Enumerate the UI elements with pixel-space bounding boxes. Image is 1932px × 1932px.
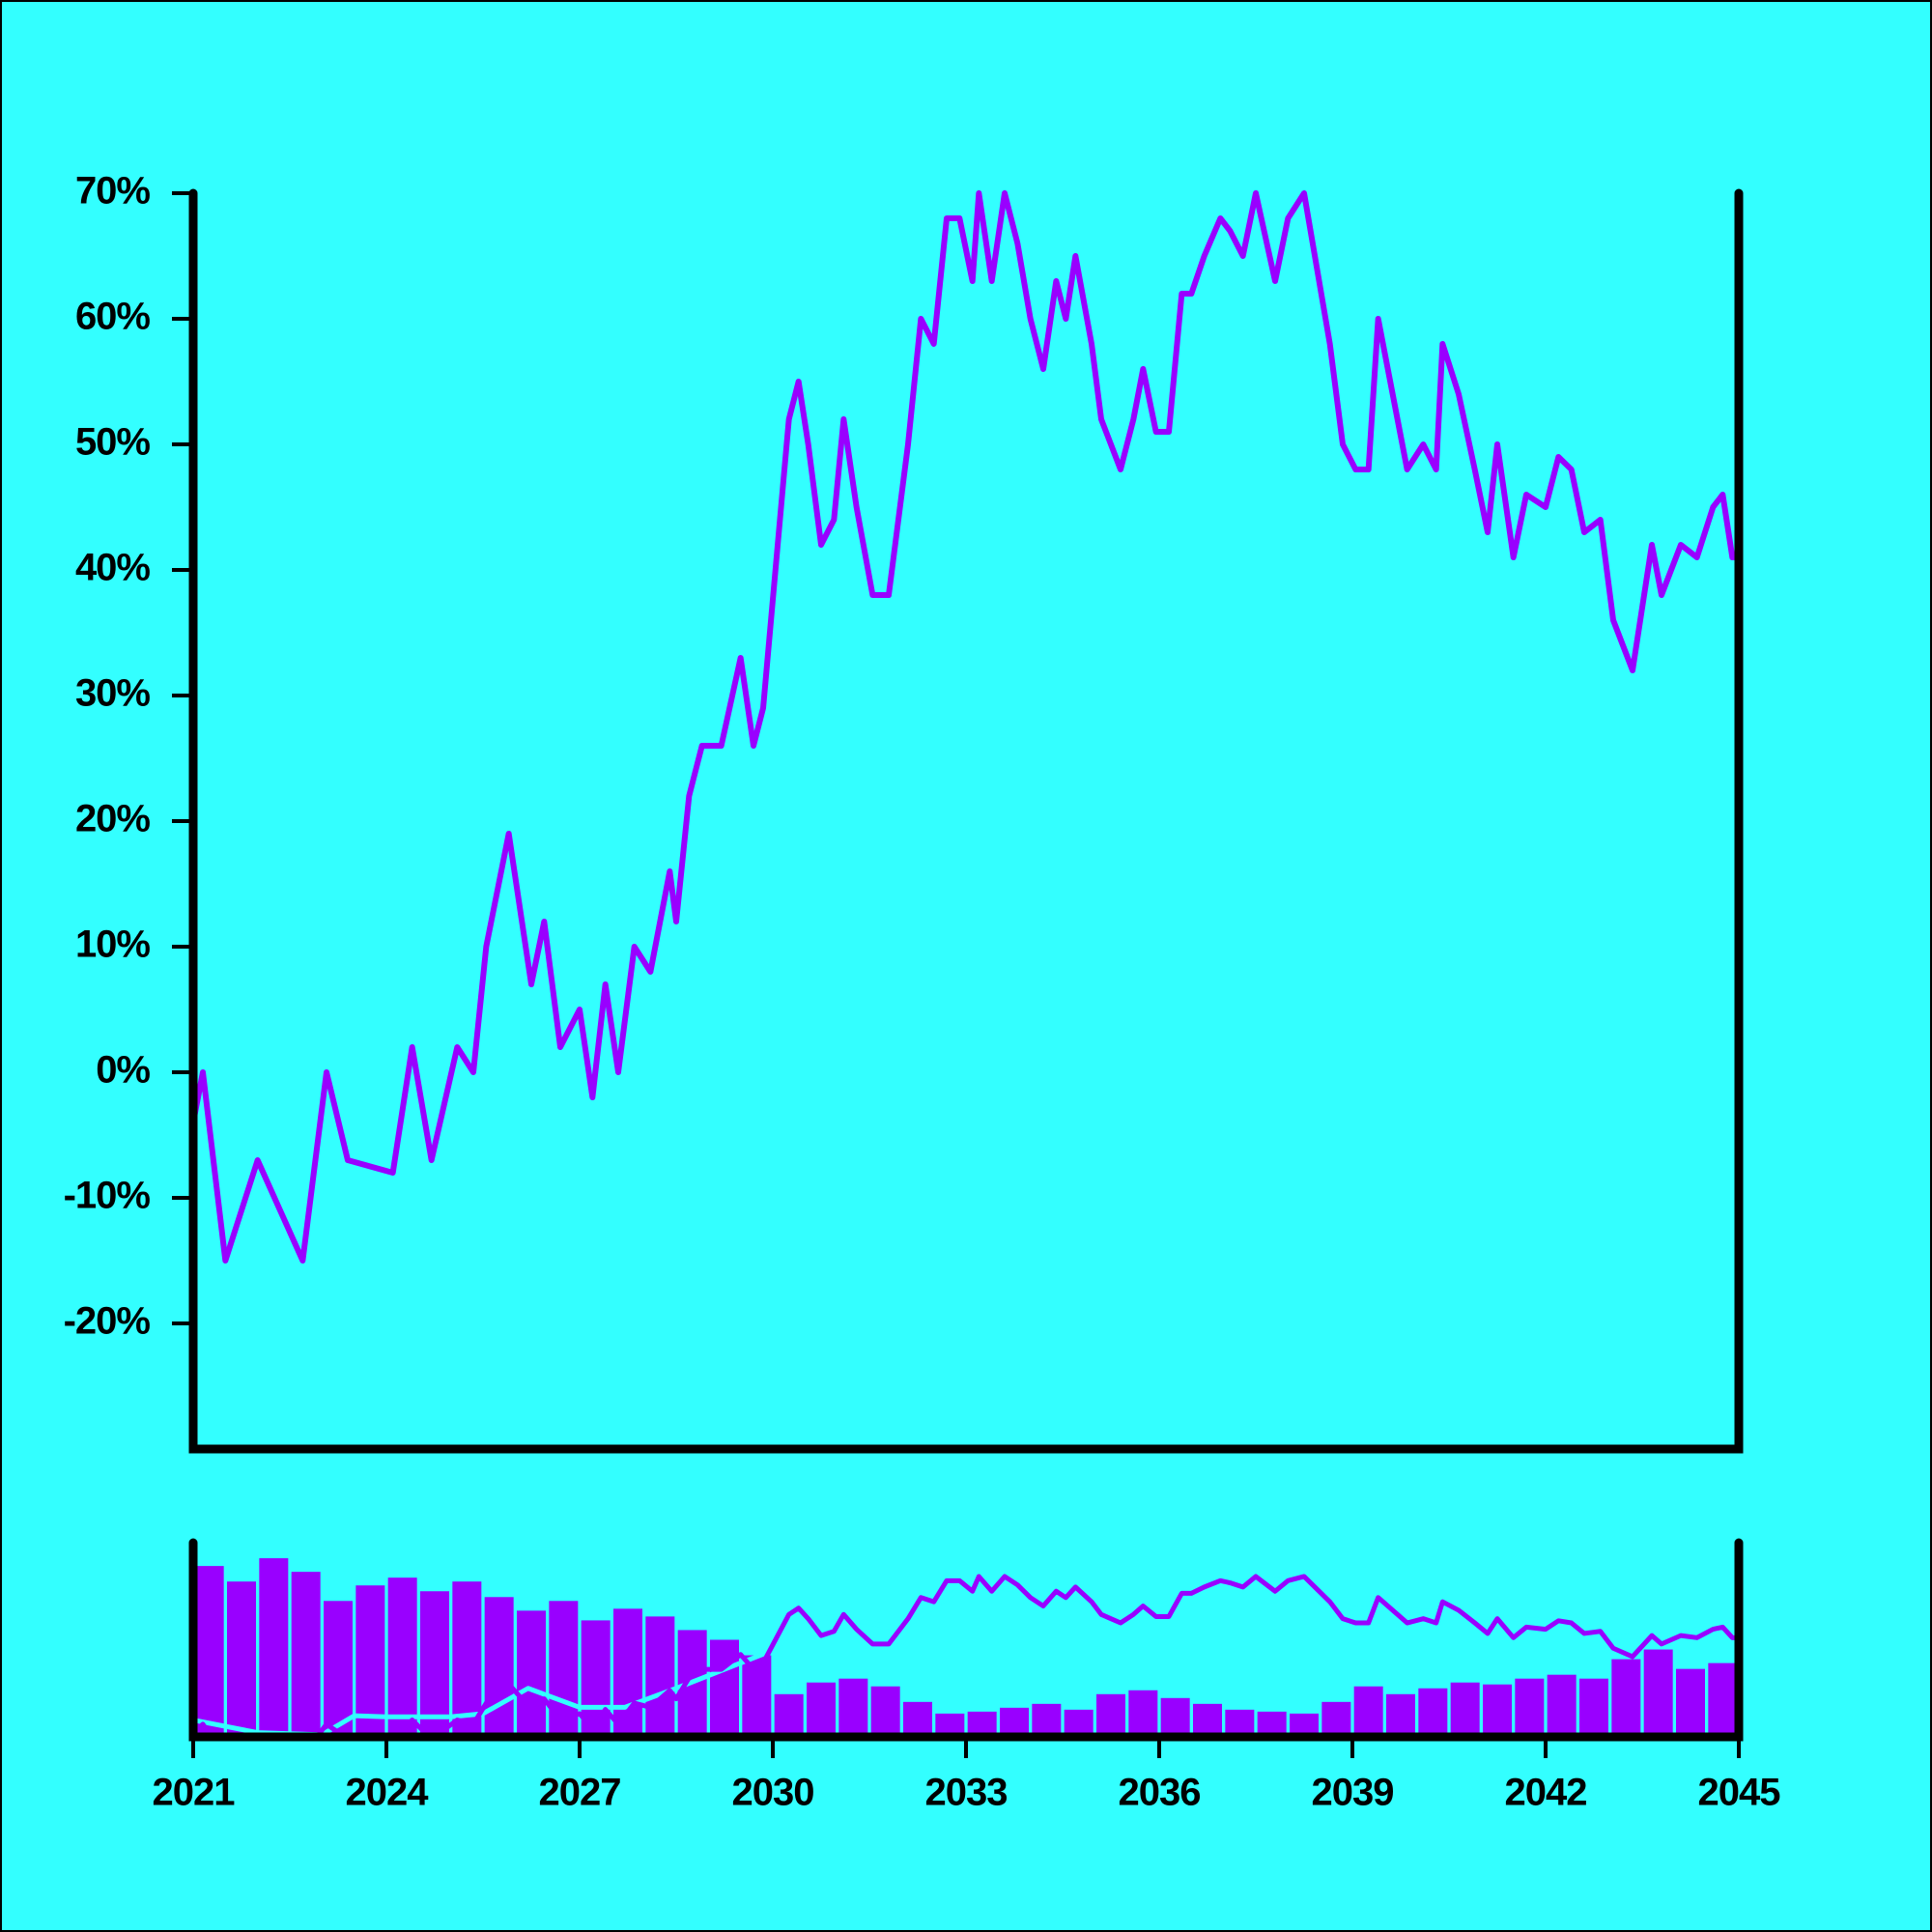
bar bbox=[1193, 1703, 1222, 1737]
bar bbox=[194, 1566, 224, 1737]
y-tick-label: 70% bbox=[75, 170, 150, 213]
x-tick-label: 2045 bbox=[1698, 1772, 1781, 1814]
bar bbox=[645, 1616, 675, 1737]
bar bbox=[1096, 1693, 1125, 1737]
bar bbox=[1515, 1678, 1545, 1737]
bar bbox=[903, 1701, 932, 1737]
x-tick-label: 2027 bbox=[539, 1772, 621, 1814]
bar bbox=[838, 1678, 868, 1737]
bar bbox=[1000, 1707, 1029, 1737]
x-tick-label: 2036 bbox=[1119, 1772, 1201, 1814]
y-tick-label: -20% bbox=[64, 1300, 151, 1343]
y-tick-label: 30% bbox=[75, 672, 150, 715]
y-tick-label: 60% bbox=[75, 296, 150, 338]
bar bbox=[517, 1610, 546, 1737]
navigator-frame bbox=[188, 1538, 1744, 1742]
x-tick-label: 2033 bbox=[925, 1772, 1008, 1814]
y-tick-label: 50% bbox=[75, 421, 150, 464]
bar bbox=[387, 1577, 417, 1737]
bar bbox=[1579, 1678, 1608, 1737]
bar bbox=[484, 1597, 514, 1737]
x-tick-label: 2024 bbox=[346, 1772, 430, 1814]
bar bbox=[1386, 1693, 1415, 1737]
bar bbox=[291, 1572, 321, 1737]
bar bbox=[774, 1693, 804, 1737]
bar bbox=[710, 1639, 739, 1737]
line bbox=[190, 190, 1739, 1264]
bar bbox=[1547, 1674, 1577, 1737]
bar bbox=[452, 1581, 482, 1737]
bar bbox=[1032, 1703, 1062, 1737]
bar bbox=[1418, 1688, 1448, 1737]
bar bbox=[1321, 1701, 1351, 1737]
x-tick-label: 2042 bbox=[1505, 1772, 1587, 1814]
bar bbox=[324, 1601, 353, 1737]
bar bbox=[1128, 1690, 1158, 1737]
y-tick-label: 40% bbox=[75, 547, 150, 589]
x-tick-label: 2030 bbox=[732, 1772, 814, 1814]
bar bbox=[420, 1591, 449, 1737]
x-tick-label: 2021 bbox=[153, 1772, 236, 1814]
y-tick-label: 10% bbox=[75, 923, 150, 966]
y-tick-label: 0% bbox=[96, 1049, 150, 1092]
bar bbox=[1064, 1709, 1094, 1737]
bar bbox=[259, 1558, 289, 1737]
bar bbox=[807, 1682, 836, 1737]
y-tick-label: -10% bbox=[64, 1175, 151, 1217]
bar bbox=[1450, 1682, 1480, 1737]
navigator-line bbox=[193, 1574, 1739, 1737]
bar bbox=[613, 1608, 642, 1737]
bar bbox=[1676, 1668, 1705, 1737]
y-tick-label: 20% bbox=[75, 798, 150, 840]
navigator bbox=[193, 1558, 1739, 1737]
bar bbox=[1353, 1686, 1383, 1737]
bar bbox=[355, 1585, 385, 1737]
bar bbox=[1160, 1697, 1190, 1737]
bar bbox=[227, 1581, 256, 1737]
bar bbox=[1611, 1659, 1641, 1737]
axis-frame bbox=[188, 188, 1744, 1454]
bar bbox=[1225, 1709, 1255, 1737]
bar bbox=[870, 1686, 900, 1737]
bar bbox=[1643, 1649, 1673, 1737]
bar bbox=[1483, 1684, 1512, 1737]
bar bbox=[1708, 1662, 1738, 1737]
x-tick-label: 2039 bbox=[1312, 1772, 1394, 1814]
